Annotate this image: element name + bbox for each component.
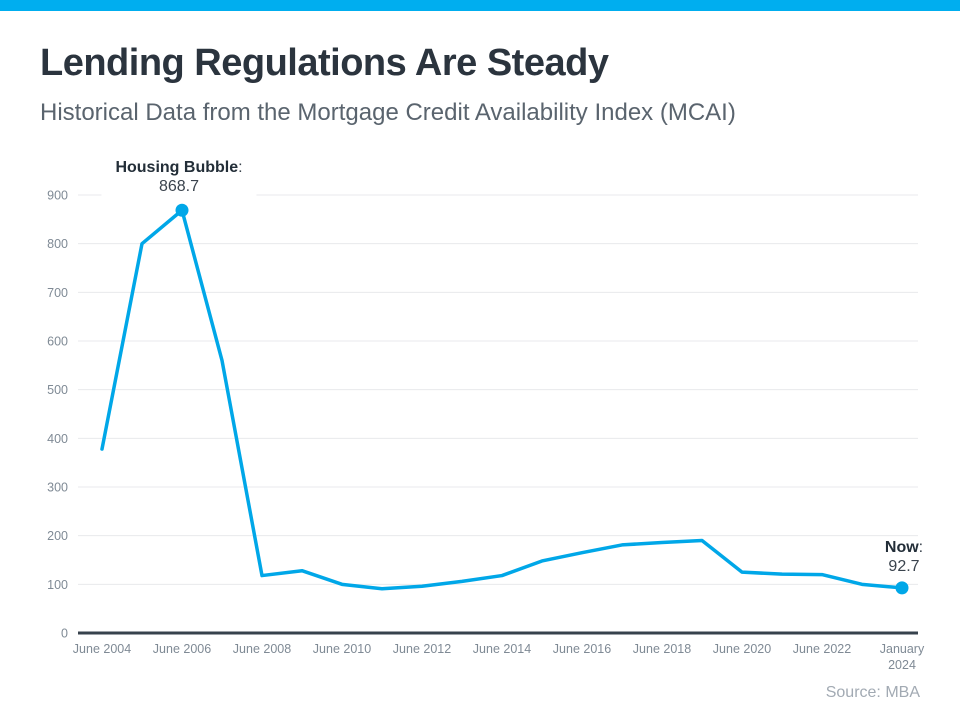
svg-text:800: 800 [47, 237, 68, 251]
annotation-now-value: 92.7 [888, 558, 920, 575]
svg-text:June 2016: June 2016 [553, 642, 611, 656]
svg-text:0: 0 [61, 627, 68, 641]
y-axis-labels: 0 100 200 300 400 500 600 700 800 900 [47, 189, 68, 641]
top-accent-bar [0, 0, 960, 11]
annotation-housing-bubble: Housing Bubble: 868.7 [101, 156, 257, 200]
svg-text:June 2008: June 2008 [233, 642, 291, 656]
svg-text:June 2022: June 2022 [793, 642, 851, 656]
x-axis-labels: June 2004 June 2006 June 2008 June 2010 June… [73, 642, 925, 672]
page-subtitle: Historical Data from the Mortgage Credit… [40, 99, 736, 126]
svg-text:200: 200 [47, 529, 68, 543]
svg-text:June 2004: June 2004 [73, 642, 131, 656]
annotation-now: Now: 92.7 [885, 538, 923, 576]
svg-text:2024: 2024 [888, 658, 916, 672]
svg-text:900: 900 [47, 189, 68, 203]
source-attribution: Source: MBA [825, 684, 920, 701]
svg-text:June 2020: June 2020 [713, 642, 771, 656]
annotation-now-label: Now: [884, 539, 924, 556]
svg-text:300: 300 [47, 481, 68, 495]
svg-text:January: January [880, 642, 925, 656]
now-marker [895, 581, 909, 595]
page-title: Lending Regulations Are Steady [40, 42, 609, 84]
peak-marker [175, 203, 189, 217]
gridlines [78, 194, 918, 585]
svg-text:100: 100 [47, 578, 68, 592]
svg-text:June 2012: June 2012 [393, 642, 451, 656]
mcai-line [100, 208, 904, 591]
svg-text:June 2006: June 2006 [153, 642, 211, 656]
svg-text:June 2010: June 2010 [313, 642, 371, 656]
svg-text:600: 600 [47, 335, 68, 349]
svg-text:June 2014: June 2014 [473, 642, 531, 656]
svg-text:400: 400 [47, 432, 68, 446]
svg-text:June 2018: June 2018 [633, 642, 691, 656]
svg-text:700: 700 [47, 286, 68, 300]
svg-text:500: 500 [47, 383, 68, 397]
annotation-housing-bubble-label: Housing Bubble: [115, 159, 243, 176]
annotation-housing-bubble-value: 868.7 [158, 178, 200, 195]
